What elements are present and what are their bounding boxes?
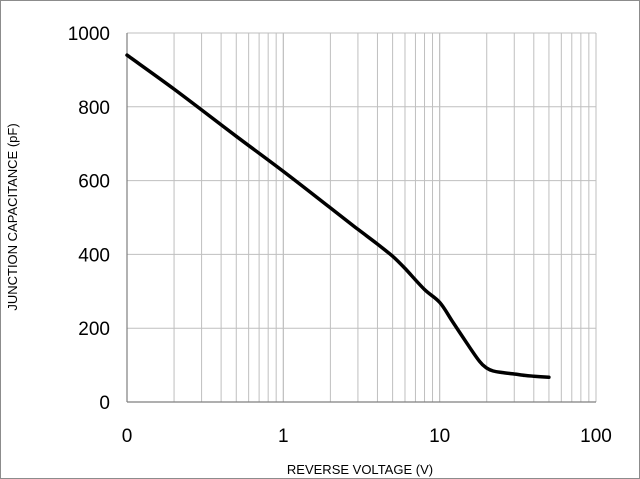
x-tick-label: 100 [580, 426, 612, 447]
capacitance-curve [125, 53, 551, 380]
y-tick-label: 0 [99, 393, 110, 414]
y-tick-label: 600 [78, 172, 110, 193]
y-tick-label: 1000 [68, 24, 110, 45]
axes [126, 33, 596, 403]
series-layer [125, 53, 551, 380]
x-tick-label: 10 [429, 426, 450, 447]
y-tick-labels: 0 200 400 600 800 1000 [68, 24, 110, 414]
y-tick-label: 400 [78, 245, 110, 266]
x-tick-label: 0 [122, 426, 133, 447]
x-tick-labels: 0 1 10 100 [122, 426, 612, 447]
y-tick-label: 200 [78, 319, 110, 340]
y-tick-label: 800 [78, 98, 110, 119]
y-axis-label: JUNCTION CAPACITANCE (pF) [5, 123, 20, 310]
x-axis-label: REVERSE VOLTAGE (V) [287, 462, 433, 477]
x-tick-label: 1 [278, 426, 289, 447]
grid [126, 32, 597, 403]
